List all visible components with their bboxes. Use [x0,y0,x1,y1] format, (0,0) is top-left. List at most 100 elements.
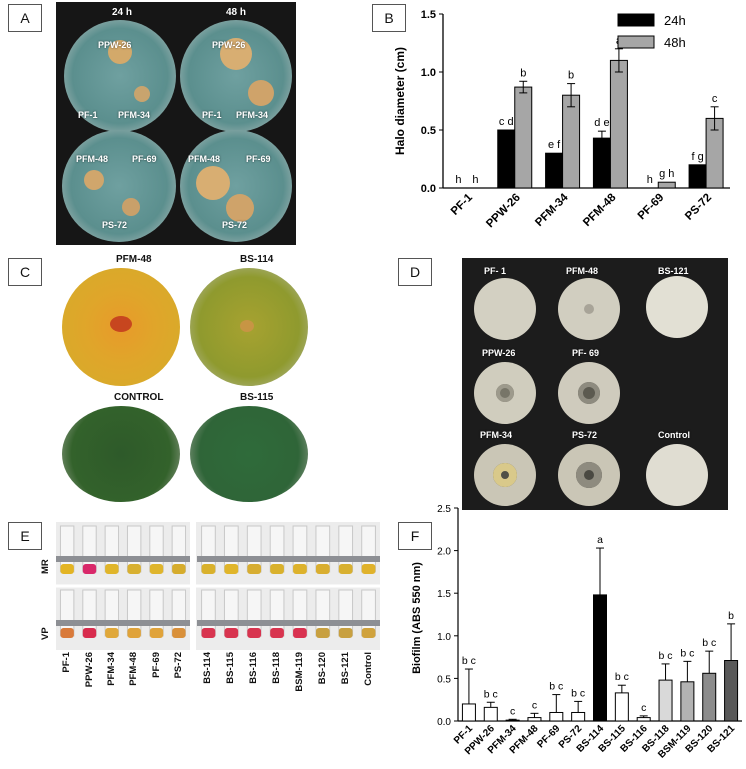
bar [724,660,739,722]
y-tick-label: 0.0 [437,717,451,728]
mr-tube-medium [105,564,119,574]
panel-c-photo: PFM-48 BS-114 CONTROL BS-115 [56,250,311,505]
bar-24h [497,129,516,189]
significance-letter: h [472,174,478,186]
x-tick-label: PFM-48 [581,191,619,229]
plate-label: PFM-48 [566,266,599,276]
mr-tube-medium [60,564,74,574]
mr-tube-medium [247,564,262,574]
bar [549,711,564,722]
petri-dish [62,130,176,242]
plate-label: PF-69 [132,154,157,164]
plate-label: PPW-26 [482,348,516,358]
tube-label: Control [362,652,374,686]
plate-label: PFM-34 [118,110,151,120]
panel-d-photo: PF- 1 PFM-48 BS-121 PPW-26 PF- 69 PFM-34… [462,258,728,510]
significance-letter: g h [659,168,674,180]
bar-24h [592,137,611,189]
vp-tube-medium [247,628,262,638]
bar [505,719,520,722]
significance-letter: c d [499,116,514,128]
tube-label: BS-120 [316,652,328,685]
tube-label: BS-116 [248,652,260,684]
halo-colony [84,170,104,190]
plate-label: PF-1 [202,110,222,120]
plate-label: PF- 1 [484,266,507,276]
halo-colony [134,86,150,102]
tube-rack-photo [56,522,380,650]
rack-bar [197,556,380,562]
plate-label: PF-1 [78,110,98,120]
plate-label: PFM-34 [480,430,513,440]
mr-tube-medium [224,564,239,574]
mr-tube-medium [149,564,164,574]
significance-letter: d e [594,117,609,129]
panel-letter-b: B [372,4,406,32]
bar-48h [514,86,533,189]
x-tick-label: PF-69 [636,192,667,223]
mr-tube-medium [127,564,141,574]
significance-letter: b [728,610,734,622]
panel-letter-f: F [398,522,432,550]
time-label-24h: 24 h [112,7,133,18]
plate-label: BS-115 [240,392,274,403]
mr-tube-medium [315,564,330,574]
plate-label: CONTROL [114,392,164,403]
significance-letter: b c [702,637,716,649]
significance-letter: c [641,702,646,714]
panel-letter-e: E [8,522,42,550]
plate-label: PS-72 [572,430,598,440]
bar-24h [688,164,707,189]
colony [578,382,600,404]
vp-tube-medium [127,628,141,638]
tube-label: BS-114 [202,652,214,684]
significance-letter: b c [680,647,694,659]
bar-48h [562,94,581,189]
plate-label: PFM-48 [116,254,152,265]
mr-tube-medium [82,564,97,574]
significance-letter: b c [549,681,563,693]
tube-label: PFM-48 [128,652,140,686]
plate-label: PFM-34 [236,110,269,120]
significance-letter: b c [462,655,476,667]
tube-label: PPW-26 [83,652,95,688]
x-tick-label: PF-1 [449,191,476,218]
halo-colony [220,38,252,70]
colony [493,463,517,487]
bar [483,706,498,722]
significance-letter: f g [691,151,703,163]
vp-tube-medium [338,628,353,638]
significance-letter: c [712,93,718,105]
bar [636,717,651,722]
tube-label: BSM-119 [293,652,305,692]
bar [680,681,695,722]
panel-letter-c: C [8,258,42,286]
y-tick-label: 0.0 [421,183,436,195]
vp-tube-medium [361,628,376,638]
y-tick-label: 2.5 [437,504,451,515]
significance-letter: b c [484,688,498,700]
plate-label: Control [658,430,690,440]
colony [496,384,514,402]
x-tick-label: PFM-34 [533,191,571,229]
bar [702,672,717,722]
petri-dish [474,278,536,340]
petri-dish [646,444,708,506]
vp-tube-medium [105,628,119,638]
row-label-mr: MR [40,559,51,574]
x-tick-label: PPW-26 [484,192,523,231]
plate-label: PF-69 [246,154,271,164]
mr-tube-medium [293,564,307,574]
significance-letter: c [532,699,537,711]
petri-dish [64,20,176,132]
tube-label: BS-121 [339,652,351,685]
rack-bar [56,620,190,626]
colony [584,304,594,314]
x-tick-label: PF-69 [535,723,562,750]
plate-label: PFM-48 [76,154,109,164]
y-tick-label: 1.0 [437,632,451,643]
bar [571,711,586,722]
y-tick-label: 1.5 [421,9,436,21]
plate-label: BS-121 [658,266,689,276]
panel-a-photo: 24 h 48 h PPW-26 PF-1 PFM-34 PPW-26 PF-1… [56,2,296,245]
